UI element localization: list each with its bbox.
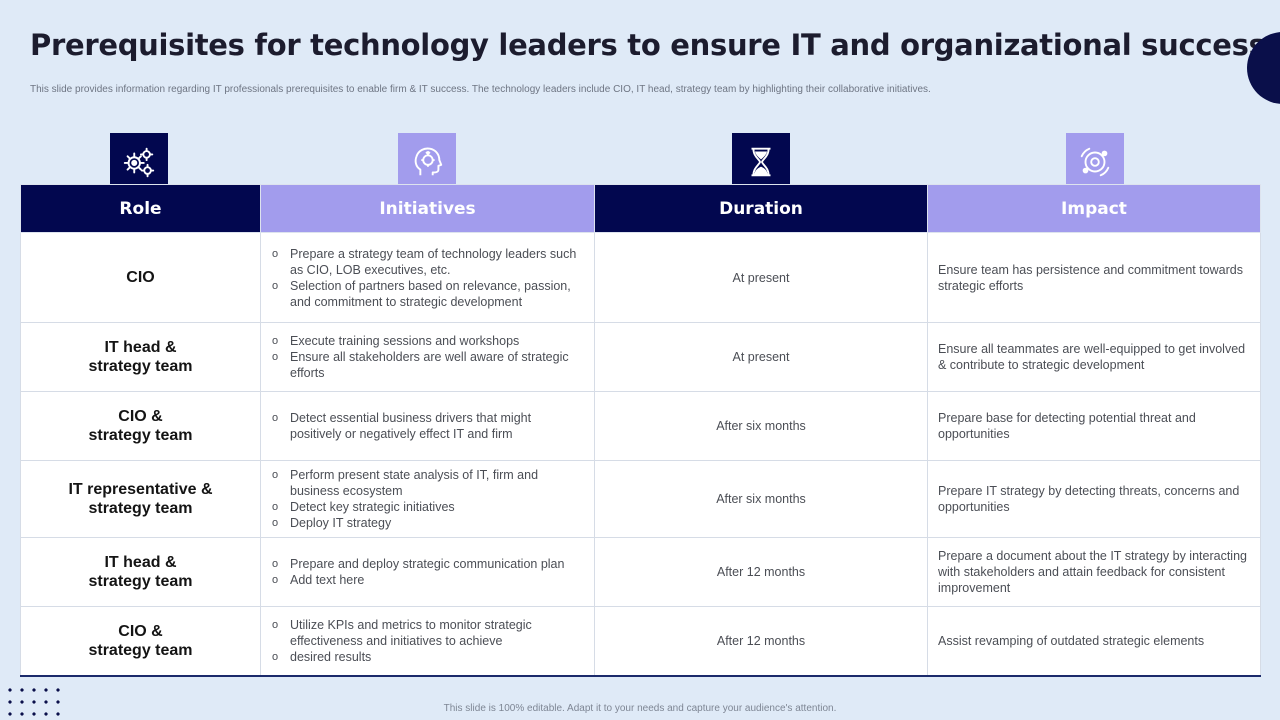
decorative-dot-grid [4, 684, 68, 720]
duration-cell: At present [594, 232, 928, 323]
impact-cell: Prepare IT strategy by detecting threats… [927, 460, 1261, 538]
column-header-initiatives: Initiatives [260, 184, 595, 233]
impact-cell: Assist revamping of outdated strategic e… [927, 606, 1261, 677]
footer-note: This slide is 100% editable. Adapt it to… [443, 703, 837, 714]
duration-cell: At present [594, 322, 928, 392]
initiative-item: Perform present state analysis of IT, fi… [271, 467, 584, 499]
table-row: CIO & strategy team Detect essential bus… [20, 391, 1261, 461]
initiative-item: Execute training sessions and workshops [271, 333, 584, 349]
initiative-item: Prepare and deploy strategic communicati… [271, 556, 584, 572]
initiative-item: Ensure all stakeholders are well aware o… [271, 349, 584, 381]
impact-cell: Ensure all teammates are well-equipped t… [927, 322, 1261, 392]
initiative-item: Utilize KPIs and metrics to monitor stra… [271, 617, 584, 649]
initiatives-cell: Prepare a strategy team of technology le… [260, 232, 595, 323]
role-line-2: strategy team [88, 641, 193, 659]
table-row: IT head & strategy team Prepare and depl… [20, 537, 1261, 607]
duration-cell: After 12 months [594, 537, 928, 607]
table-row: IT head & strategy team Execute training… [20, 322, 1261, 392]
role-line-1: CIO & [118, 622, 163, 640]
table-row: CIO Prepare a strategy team of technolog… [20, 232, 1261, 323]
duration-cell: After six months [594, 460, 928, 538]
role-cell: IT representative & strategy team [20, 460, 261, 538]
role-line-2: strategy team [88, 573, 193, 590]
initiative-item: Deploy IT strategy [271, 515, 584, 531]
initiative-item: Add text here [271, 572, 584, 588]
orbit-icon [1066, 133, 1124, 191]
prerequisites-table: Role Initiatives Duration Impact CIO Pre… [20, 184, 1261, 677]
role-line-2: strategy team [88, 358, 193, 375]
initiatives-cell: Execute training sessions and workshops … [260, 322, 595, 392]
column-header-duration: Duration [594, 184, 928, 233]
initiative-item: Selection of partners based on relevance… [271, 278, 584, 310]
duration-cell: After 12 months [594, 606, 928, 677]
column-header-role: Role [20, 184, 261, 233]
impact-cell: Prepare base for detecting potential thr… [927, 391, 1261, 461]
role-line-1: IT head & [104, 554, 177, 571]
role-line-2: strategy team [88, 427, 193, 444]
impact-cell: Prepare a document about the IT strategy… [927, 537, 1261, 607]
role-cell: CIO & strategy team [20, 606, 261, 677]
column-header-impact: Impact [927, 184, 1261, 233]
table-row: IT representative & strategy team Perfor… [20, 460, 1261, 538]
initiative-item: desired results [271, 649, 584, 665]
table-row: CIO & strategy team Utilize KPIs and met… [20, 606, 1261, 677]
hourglass-icon [732, 133, 790, 191]
initiatives-cell: Perform present state analysis of IT, fi… [260, 460, 595, 538]
impact-cell: Ensure team has persistence and commitme… [927, 232, 1261, 323]
initiative-item: Detect key strategic initiatives [271, 499, 584, 515]
role-line-1: IT head & [104, 339, 177, 356]
initiatives-cell: Utilize KPIs and metrics to monitor stra… [260, 606, 595, 677]
role-cell: CIO & strategy team [20, 391, 261, 461]
initiative-item: Prepare a strategy team of technology le… [271, 246, 584, 278]
page-title: Prerequisites for technology leaders to … [30, 28, 1266, 62]
table-header-row: Role Initiatives Duration Impact [20, 184, 1261, 233]
role-line-2: strategy team [88, 500, 193, 517]
role-line-1: CIO [126, 269, 155, 286]
initiative-item: Detect essential business drivers that m… [271, 410, 584, 442]
gears-icon [110, 133, 168, 191]
role-line-1: IT representative & [68, 481, 213, 498]
head-idea-icon [398, 133, 456, 191]
initiatives-cell: Prepare and deploy strategic communicati… [260, 537, 595, 607]
role-cell: IT head & strategy team [20, 537, 261, 607]
page-subtitle: This slide provides information regardin… [30, 84, 931, 95]
initiatives-cell: Detect essential business drivers that m… [260, 391, 595, 461]
role-cell: CIO [20, 232, 261, 323]
role-cell: IT head & strategy team [20, 322, 261, 392]
role-line-1: CIO & [118, 408, 163, 425]
duration-cell: After six months [594, 391, 928, 461]
